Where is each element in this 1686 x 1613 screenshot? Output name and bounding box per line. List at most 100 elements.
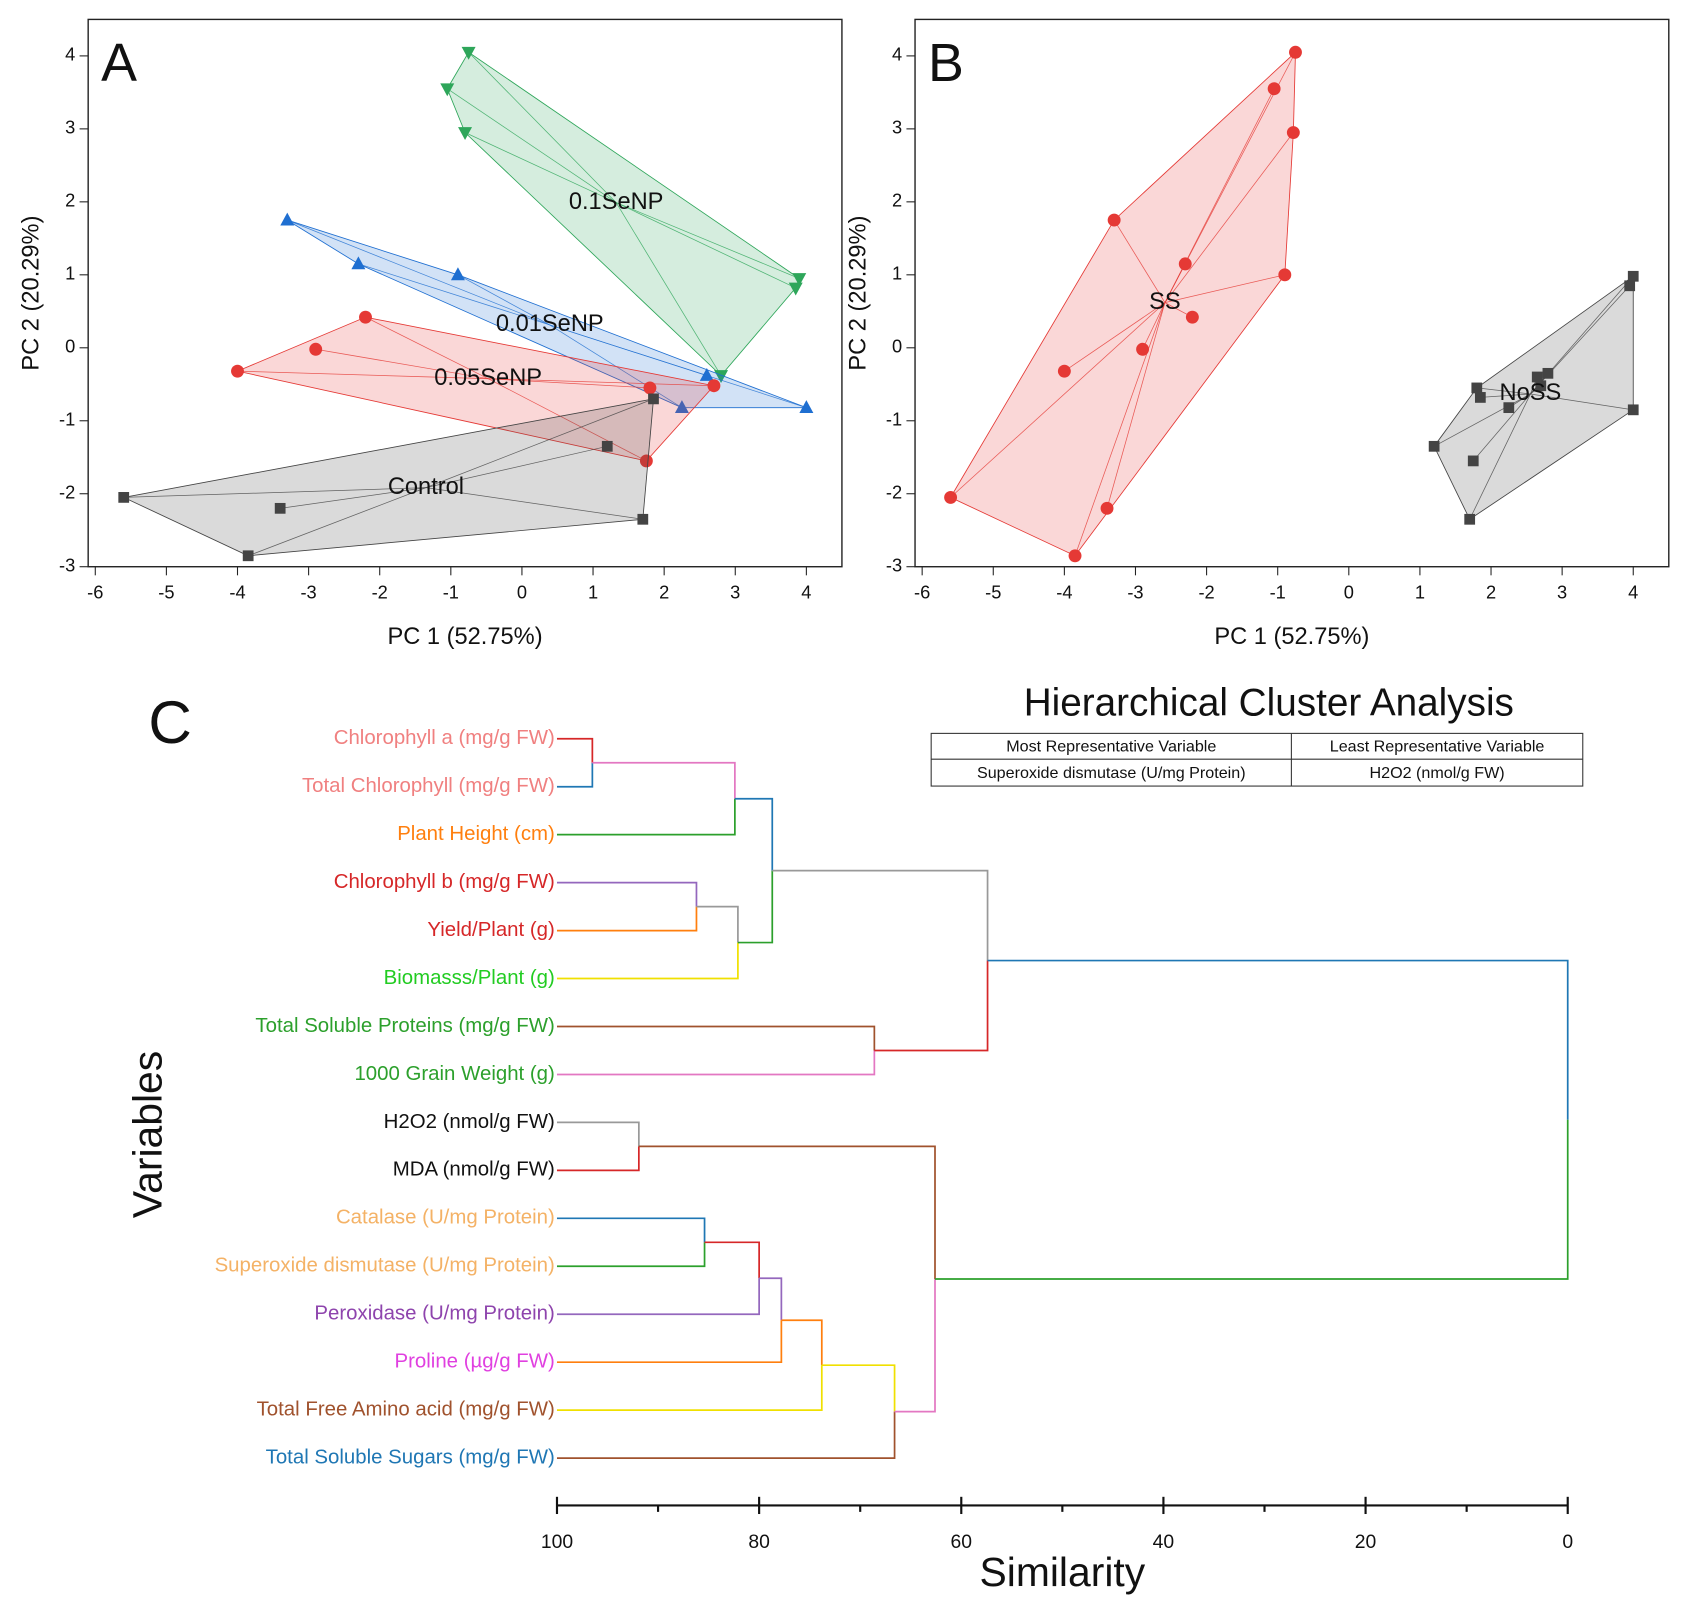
x-tick-label: -2 xyxy=(1198,581,1214,602)
point xyxy=(1428,440,1440,452)
dendrogram-link xyxy=(556,737,594,763)
spider-line xyxy=(950,302,1166,498)
panel-label: A xyxy=(101,33,137,93)
dendrogram-link xyxy=(734,797,774,871)
leaf-label: Peroxidase (U/mg Protein) xyxy=(314,1303,554,1325)
x-tick-label: -5 xyxy=(985,581,1001,602)
group-label: 0.01SeNP xyxy=(496,311,604,337)
x-tick-label: 2 xyxy=(659,581,669,602)
dendrogram-link xyxy=(556,1320,783,1364)
leaf-label: Total Chlorophyll (mg/g FW) xyxy=(302,775,555,797)
spider-line xyxy=(615,202,796,289)
spider-line xyxy=(248,487,427,557)
dendrogram-link xyxy=(556,1242,706,1268)
point xyxy=(1503,402,1515,414)
y-tick-label: 0 xyxy=(892,336,902,357)
group-hull xyxy=(287,219,807,409)
group-label: SS xyxy=(1149,289,1181,315)
spider-line xyxy=(457,274,550,326)
x-axis-label: Similarity xyxy=(980,1549,1146,1595)
spider-line xyxy=(468,51,617,203)
point xyxy=(674,400,689,414)
y-axis-label: Variables xyxy=(124,1051,170,1218)
point xyxy=(799,400,814,414)
panel-label: C xyxy=(148,688,191,756)
y-tick-label: 3 xyxy=(65,117,75,138)
dendrogram-link xyxy=(781,1319,823,1366)
point xyxy=(1474,392,1486,403)
x-tick-label: 4 xyxy=(801,581,811,602)
point xyxy=(1185,310,1199,324)
point xyxy=(1068,549,1082,563)
leaf-label: 1000 Grain Weight (g) xyxy=(354,1063,554,1085)
spider-line xyxy=(1164,132,1294,303)
leaf-label: Biomasss/Plant (g) xyxy=(384,967,555,989)
y-tick-label: 2 xyxy=(892,190,902,211)
point xyxy=(1471,382,1483,394)
x-tick-label: -3 xyxy=(300,581,316,602)
spider-line xyxy=(280,487,426,509)
point xyxy=(1100,501,1114,515)
point xyxy=(1267,82,1281,96)
dendrogram-link xyxy=(556,1025,876,1051)
group-label: 0.1SeNP xyxy=(569,189,664,215)
spider-line xyxy=(549,324,807,408)
dendrogram-link xyxy=(894,1279,936,1413)
y-tick-label: 4 xyxy=(65,44,75,65)
x-tick-label: 2 xyxy=(1486,581,1496,602)
dendrogram-link xyxy=(556,762,594,788)
dendrogram-link xyxy=(704,1241,760,1279)
leaf-label: Total Free Amino acid (mg/g FW) xyxy=(257,1399,555,1421)
point xyxy=(648,393,659,405)
spider-line xyxy=(1074,302,1166,556)
spider-line xyxy=(1142,302,1166,350)
spider-line xyxy=(287,219,550,326)
dendrogram-link xyxy=(556,1217,706,1243)
spider-line xyxy=(1472,393,1531,462)
x-tick-label: -1 xyxy=(443,581,459,602)
point xyxy=(242,550,254,562)
dendrogram-link xyxy=(556,1050,876,1076)
point xyxy=(309,342,323,356)
leaf-label: Catalase (U/mg Protein) xyxy=(336,1207,555,1229)
point xyxy=(1624,280,1636,292)
x-tick-label: 0 xyxy=(1344,581,1354,602)
x-tick-label: -2 xyxy=(372,581,388,602)
table-cell: Superoxide dismutase (U/mg Protein) xyxy=(977,764,1246,782)
plot-frame xyxy=(914,18,1670,568)
spider-line xyxy=(365,316,489,380)
x-tick-label: 80 xyxy=(748,1531,770,1553)
x-tick-label: 0 xyxy=(517,581,527,602)
point xyxy=(440,83,455,97)
group-label: 0.05SeNP xyxy=(434,365,542,391)
dendrogram-link xyxy=(737,870,774,944)
spider-line xyxy=(1476,387,1531,395)
spider-line xyxy=(1469,393,1531,520)
x-tick-label: 4 xyxy=(1628,581,1638,602)
point xyxy=(639,454,653,468)
y-tick-label: 0 xyxy=(65,336,75,357)
spider-line xyxy=(1480,393,1531,398)
point xyxy=(1627,404,1639,416)
x-tick-label: -5 xyxy=(158,581,174,602)
group-label: Control xyxy=(388,474,464,500)
dendrogram-link xyxy=(556,1121,640,1147)
leaf-label: Total Soluble Sugars (mg/g FW) xyxy=(266,1446,555,1468)
x-tick-label: -3 xyxy=(1127,581,1143,602)
spider-line xyxy=(1433,393,1531,447)
point xyxy=(458,127,473,141)
point xyxy=(1535,380,1547,392)
dendrogram-link xyxy=(556,1365,823,1412)
y-tick-label: -2 xyxy=(59,482,75,503)
spider-line xyxy=(616,202,800,279)
x-axis-label: PC 1 (52.75%) xyxy=(388,624,543,650)
y-tick-label: -3 xyxy=(886,555,902,576)
y-tick-label: 4 xyxy=(892,44,902,65)
spider-line xyxy=(425,487,643,520)
dendrogram-link xyxy=(987,959,1569,1120)
spider-line xyxy=(237,370,489,380)
point xyxy=(450,267,465,281)
group-hull xyxy=(949,51,1296,557)
spider-line xyxy=(425,398,654,489)
